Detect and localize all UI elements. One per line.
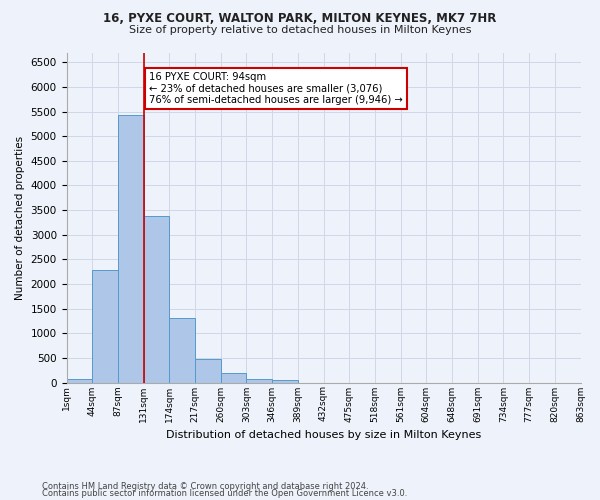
Bar	[118, 114, 143, 382]
Text: Contains public sector information licensed under the Open Government Licence v3: Contains public sector information licen…	[42, 490, 407, 498]
Bar	[195, 359, 221, 382]
Bar	[272, 380, 298, 382]
X-axis label: Distribution of detached houses by size in Milton Keynes: Distribution of detached houses by size …	[166, 430, 481, 440]
Y-axis label: Number of detached properties: Number of detached properties	[15, 136, 25, 300]
Text: 16 PYXE COURT: 94sqm
← 23% of detached houses are smaller (3,076)
76% of semi-de: 16 PYXE COURT: 94sqm ← 23% of detached h…	[149, 72, 403, 106]
Bar	[92, 270, 118, 382]
Text: Contains HM Land Registry data © Crown copyright and database right 2024.: Contains HM Land Registry data © Crown c…	[42, 482, 368, 491]
Bar	[247, 378, 272, 382]
Bar	[67, 379, 92, 382]
Bar	[169, 318, 195, 382]
Bar	[221, 374, 247, 382]
Bar	[143, 216, 169, 382]
Text: 16, PYXE COURT, WALTON PARK, MILTON KEYNES, MK7 7HR: 16, PYXE COURT, WALTON PARK, MILTON KEYN…	[103, 12, 497, 26]
Text: Size of property relative to detached houses in Milton Keynes: Size of property relative to detached ho…	[129, 25, 471, 35]
